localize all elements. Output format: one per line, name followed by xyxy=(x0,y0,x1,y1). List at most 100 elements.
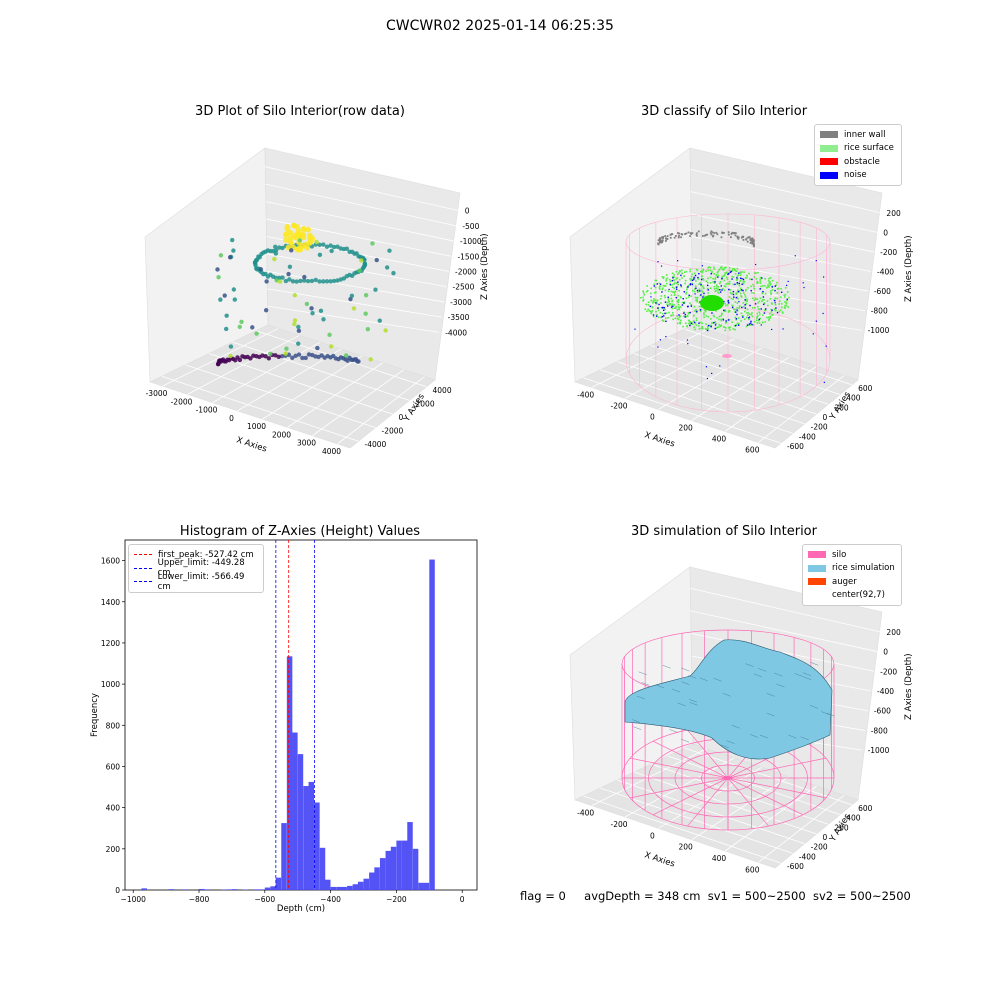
plot2-point xyxy=(705,323,707,325)
plot2-point xyxy=(761,300,763,303)
plot2-point xyxy=(659,283,662,285)
p2-ztick-5: -800 xyxy=(871,307,888,316)
plot2-point xyxy=(649,310,652,313)
histogram-bar xyxy=(253,889,260,890)
plot2-point xyxy=(751,315,754,318)
plot2-point xyxy=(684,322,687,325)
plot2-point xyxy=(642,296,644,299)
plot2-point xyxy=(734,269,736,272)
plot2-point xyxy=(726,278,729,280)
plot1-point xyxy=(296,341,301,346)
plot2-point xyxy=(681,277,683,279)
plot2-point xyxy=(723,326,725,328)
plot1-point xyxy=(279,354,285,359)
plot2-rice-core xyxy=(700,295,724,311)
legend-swatch-obstacle xyxy=(820,158,838,166)
plot2-point xyxy=(733,267,735,270)
plot2-point xyxy=(770,290,772,292)
plot2-point xyxy=(694,322,697,325)
plot2-point xyxy=(689,323,691,326)
plot2-point xyxy=(785,304,788,307)
plot1-point xyxy=(273,244,278,250)
plot2-point xyxy=(774,299,776,302)
histogram-xlabel: Depth (cm) xyxy=(277,904,325,914)
plot2-point xyxy=(643,293,646,296)
plot2-point xyxy=(763,302,766,304)
plot2-point xyxy=(771,289,774,291)
histogram-ytick-5: 1000 xyxy=(101,680,120,689)
plot2-point xyxy=(693,277,696,280)
plot2-point xyxy=(673,293,676,296)
plot2-point xyxy=(735,318,738,320)
plot2-point xyxy=(747,236,750,239)
plot2-point xyxy=(757,314,759,317)
plot2-point xyxy=(671,307,674,310)
p2-ytick-5: 400 xyxy=(846,394,861,403)
plot2-point xyxy=(663,294,666,297)
plot1-point xyxy=(300,355,305,361)
plot2-point xyxy=(665,312,668,314)
plot2-point xyxy=(767,316,770,319)
plot1-point xyxy=(377,318,382,323)
plot2-point xyxy=(696,234,698,237)
histogram-bar xyxy=(281,823,287,890)
plot2-point xyxy=(770,292,772,294)
p4-xtick-1: -200 xyxy=(610,820,627,829)
plot2-point xyxy=(728,266,731,269)
plot2-point xyxy=(701,325,703,328)
histogram-bar xyxy=(314,802,320,890)
plot2-point xyxy=(712,234,715,237)
plot2-point xyxy=(802,282,804,284)
plot1-point xyxy=(268,351,273,357)
plot2-point xyxy=(746,324,749,326)
plot2-point xyxy=(672,275,674,278)
plot2-point xyxy=(760,324,762,326)
histogram-ytick-0: 0 xyxy=(115,886,120,895)
histogram-bar xyxy=(401,840,408,890)
p2-ytick-4: 200 xyxy=(834,403,849,412)
plot2-point xyxy=(688,322,690,325)
plot2-point xyxy=(660,302,662,304)
plot2-point xyxy=(786,291,789,293)
plot2-point xyxy=(758,322,761,324)
plot2-point xyxy=(753,292,755,294)
plot2-point xyxy=(757,271,759,274)
plot2-point xyxy=(670,306,673,308)
plot2-point xyxy=(780,303,783,305)
plot2-point xyxy=(675,286,678,289)
p4-ztick-3: -400 xyxy=(877,687,894,696)
plot1-point xyxy=(309,278,315,284)
plot2-point xyxy=(748,313,751,315)
plot1-point xyxy=(328,279,333,284)
plot2-point xyxy=(699,270,702,273)
plot2-point xyxy=(704,309,707,312)
plot2-point xyxy=(756,282,758,284)
plot2-point xyxy=(666,282,668,285)
plot2-point xyxy=(687,285,689,288)
plot2-point xyxy=(753,299,756,301)
plot2-point xyxy=(687,343,689,345)
plot2-point xyxy=(653,298,655,300)
plot2-point xyxy=(640,296,642,299)
histogram-bar xyxy=(303,786,309,890)
plot2-point xyxy=(711,271,713,274)
p1-ztick-8: -4000 xyxy=(445,328,467,337)
plot2-point xyxy=(774,303,777,306)
p4-xtick-5: 600 xyxy=(745,865,760,874)
plot2-point xyxy=(736,309,738,311)
plot2-point xyxy=(650,296,652,298)
plot2-point xyxy=(750,322,752,324)
plot2-point xyxy=(774,302,776,304)
plot2-point xyxy=(680,236,682,239)
plot2-point xyxy=(709,276,712,279)
plot2-point xyxy=(729,326,731,329)
plot2-point xyxy=(684,279,687,282)
plot2-point xyxy=(660,295,663,297)
plot2-point xyxy=(735,318,738,321)
plot2-point xyxy=(667,299,670,302)
plot2-point xyxy=(733,324,736,327)
plot2-point xyxy=(714,290,717,293)
plot2-point xyxy=(786,284,788,287)
plot2-point xyxy=(768,319,770,321)
plot2-point xyxy=(750,313,753,316)
